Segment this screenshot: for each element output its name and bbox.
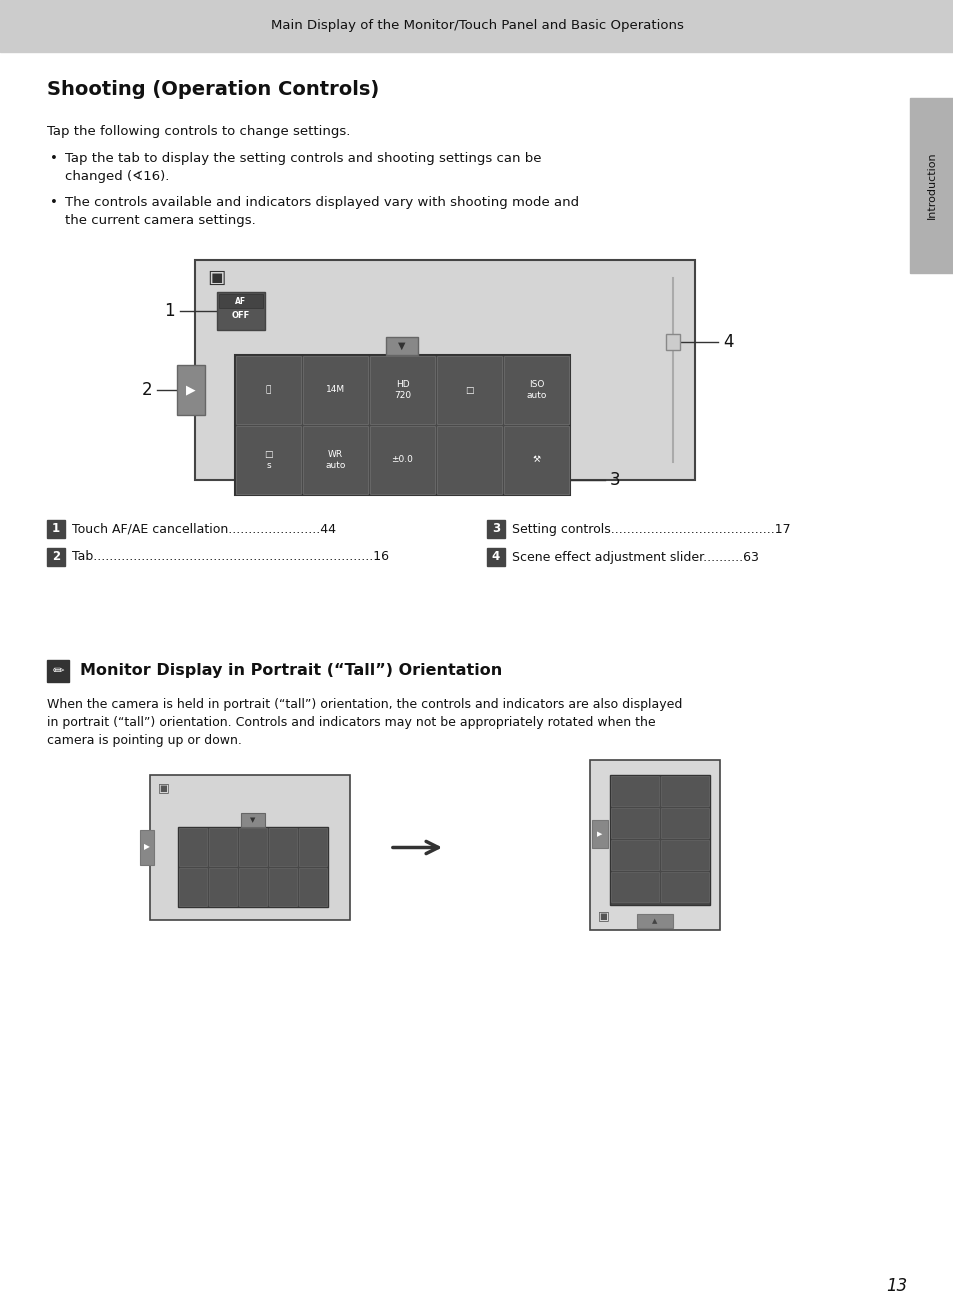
Bar bbox=[637, 915, 672, 928]
Text: in portrait (“tall”) orientation. Controls and indicators may not be appropriate: in portrait (“tall”) orientation. Contro… bbox=[47, 716, 655, 729]
Bar bbox=[589, 759, 720, 930]
Bar bbox=[609, 775, 709, 905]
Text: WR
auto: WR auto bbox=[325, 451, 345, 469]
Bar bbox=[269, 828, 296, 866]
Bar bbox=[303, 356, 368, 424]
Bar bbox=[47, 548, 65, 566]
Bar bbox=[209, 828, 236, 866]
Bar bbox=[303, 426, 368, 494]
Text: □
s: □ s bbox=[264, 451, 273, 469]
Text: ⌛: ⌛ bbox=[266, 385, 271, 394]
Bar bbox=[909, 99, 953, 273]
Bar bbox=[235, 356, 301, 424]
Text: AF: AF bbox=[235, 297, 246, 305]
Bar bbox=[269, 869, 296, 905]
Bar bbox=[47, 660, 69, 682]
Text: □: □ bbox=[465, 385, 474, 394]
Bar bbox=[486, 548, 504, 566]
Bar bbox=[386, 336, 417, 355]
Text: •: • bbox=[50, 196, 58, 209]
Text: Introduction: Introduction bbox=[926, 151, 936, 219]
Bar bbox=[179, 828, 207, 866]
Text: ▼: ▼ bbox=[250, 817, 255, 823]
Bar bbox=[235, 426, 301, 494]
Bar bbox=[370, 356, 435, 424]
Bar bbox=[610, 872, 659, 901]
Bar bbox=[298, 869, 327, 905]
Text: ✏: ✏ bbox=[52, 664, 64, 678]
Text: Tap the following controls to change settings.: Tap the following controls to change set… bbox=[47, 125, 350, 138]
Text: ▣: ▣ bbox=[158, 781, 170, 794]
Text: ▶: ▶ bbox=[144, 842, 150, 851]
Bar bbox=[47, 520, 65, 537]
Text: ▲: ▲ bbox=[652, 918, 657, 924]
Bar bbox=[610, 808, 659, 838]
Text: 14M: 14M bbox=[326, 385, 345, 394]
Text: 1: 1 bbox=[51, 523, 60, 536]
Text: 1: 1 bbox=[164, 302, 174, 321]
Text: Setting controls.........................................17: Setting controls........................… bbox=[512, 523, 790, 536]
Bar bbox=[219, 294, 263, 307]
Bar bbox=[177, 365, 205, 415]
Bar bbox=[179, 869, 207, 905]
Bar bbox=[436, 426, 501, 494]
Text: Scene effect adjustment slider..........63: Scene effect adjustment slider..........… bbox=[512, 551, 758, 564]
Text: ▶: ▶ bbox=[186, 384, 195, 397]
Text: 3: 3 bbox=[609, 470, 620, 489]
Text: Tap the tab to display the setting controls and shooting settings can be: Tap the tab to display the setting contr… bbox=[65, 152, 541, 166]
Bar bbox=[241, 813, 265, 827]
Bar bbox=[370, 426, 435, 494]
Text: 2: 2 bbox=[141, 381, 152, 399]
Bar bbox=[0, 0, 953, 53]
Text: 13: 13 bbox=[884, 1277, 906, 1296]
Bar bbox=[660, 808, 708, 838]
Bar bbox=[209, 869, 236, 905]
Bar bbox=[239, 828, 267, 866]
Text: ⚒: ⚒ bbox=[532, 456, 540, 465]
Bar bbox=[503, 356, 568, 424]
Bar bbox=[436, 356, 501, 424]
Text: 3: 3 bbox=[492, 523, 499, 536]
Bar bbox=[610, 777, 659, 805]
Text: ▣: ▣ bbox=[207, 268, 225, 286]
Bar bbox=[503, 426, 568, 494]
Bar bbox=[665, 334, 679, 351]
Text: 2: 2 bbox=[51, 551, 60, 564]
Bar bbox=[660, 840, 708, 870]
Text: Monitor Display in Portrait (“Tall”) Orientation: Monitor Display in Portrait (“Tall”) Ori… bbox=[80, 664, 501, 678]
Text: Main Display of the Monitor/Touch Panel and Basic Operations: Main Display of the Monitor/Touch Panel … bbox=[271, 20, 682, 33]
Text: HD
720: HD 720 bbox=[394, 380, 411, 399]
Text: OFF: OFF bbox=[232, 311, 250, 321]
Text: 4: 4 bbox=[492, 551, 499, 564]
Bar bbox=[150, 775, 350, 920]
Text: ▣: ▣ bbox=[598, 909, 609, 922]
Bar bbox=[239, 869, 267, 905]
Bar bbox=[194, 260, 695, 480]
Bar bbox=[298, 828, 327, 866]
Text: Touch AF/AE cancellation.......................44: Touch AF/AE cancellation................… bbox=[71, 523, 335, 536]
Text: ▼: ▼ bbox=[397, 342, 405, 351]
Bar bbox=[140, 830, 153, 865]
Bar bbox=[660, 872, 708, 901]
Text: When the camera is held in portrait (“tall”) orientation, the controls and indic: When the camera is held in portrait (“ta… bbox=[47, 698, 681, 711]
Text: ISO
auto: ISO auto bbox=[526, 380, 546, 399]
Text: changed (∢16).: changed (∢16). bbox=[65, 170, 170, 183]
Text: camera is pointing up or down.: camera is pointing up or down. bbox=[47, 735, 242, 746]
Text: •: • bbox=[50, 152, 58, 166]
Bar bbox=[610, 840, 659, 870]
Text: Shooting (Operation Controls): Shooting (Operation Controls) bbox=[47, 80, 379, 99]
Bar bbox=[178, 827, 328, 907]
Text: the current camera settings.: the current camera settings. bbox=[65, 214, 255, 227]
Bar bbox=[234, 355, 569, 495]
Bar bbox=[216, 292, 265, 330]
Bar bbox=[660, 777, 708, 805]
Text: ±0.0: ±0.0 bbox=[391, 456, 413, 465]
Text: Tab......................................................................16: Tab.....................................… bbox=[71, 551, 389, 564]
Text: 4: 4 bbox=[722, 334, 733, 351]
Text: The controls available and indicators displayed vary with shooting mode and: The controls available and indicators di… bbox=[65, 196, 578, 209]
Bar bbox=[592, 820, 607, 848]
Bar bbox=[486, 520, 504, 537]
Text: ▶: ▶ bbox=[597, 830, 602, 837]
